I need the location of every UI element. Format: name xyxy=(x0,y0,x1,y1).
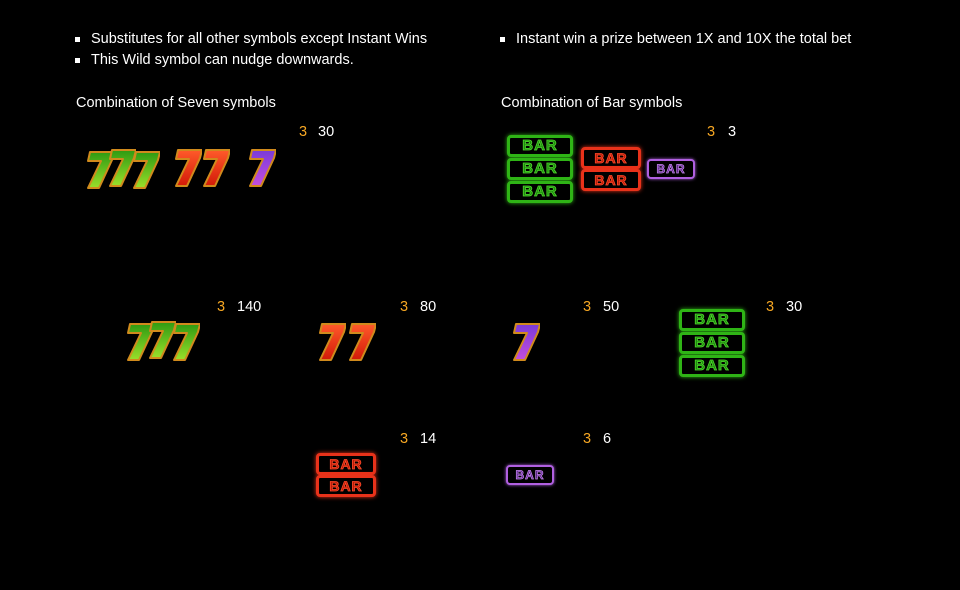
bar-green-icon: BAR xyxy=(679,309,745,331)
bar-red-icon: BAR xyxy=(581,169,641,191)
payout: 50 xyxy=(603,299,620,315)
bars-heading: Combination of Bar symbols xyxy=(501,95,683,111)
bar-red-icon: BAR xyxy=(316,453,376,475)
payout: 140 xyxy=(237,299,262,315)
seven-red-icon xyxy=(198,148,230,188)
payout: 30 xyxy=(786,299,803,315)
count: 3 xyxy=(299,124,308,140)
seven-red-icon xyxy=(314,322,346,362)
count: 3 xyxy=(583,431,592,447)
seven-green-icon xyxy=(168,322,200,362)
bar-purple-icon: BAR xyxy=(506,465,554,485)
count: 3 xyxy=(766,299,775,315)
bar-red-icon: BAR xyxy=(581,147,641,169)
payout: 6 xyxy=(603,431,612,447)
bar-green-icon: BAR xyxy=(507,135,573,157)
count: 3 xyxy=(400,431,409,447)
seven-green-icon xyxy=(128,150,160,190)
count: 3 xyxy=(583,299,592,315)
rule-item: This Wild symbol can nudge downwards. xyxy=(75,50,427,71)
payout: 30 xyxy=(318,124,335,140)
seven-purple-icon xyxy=(508,322,540,362)
payout: 80 xyxy=(420,299,437,315)
bar-green-icon: BAR xyxy=(679,332,745,354)
seven-red-icon xyxy=(344,322,376,362)
bar-green-icon: BAR xyxy=(507,181,573,203)
seven-purple-icon xyxy=(244,148,276,188)
instant-rules-list: Instant win a prize between 1X and 10X t… xyxy=(500,29,851,50)
bar-green-icon: BAR xyxy=(679,355,745,377)
payout: 14 xyxy=(420,431,437,447)
payout: 3 xyxy=(728,124,737,140)
count: 3 xyxy=(217,299,226,315)
bar-purple-icon: BAR xyxy=(647,159,695,179)
bar-red-icon: BAR xyxy=(316,475,376,497)
count: 3 xyxy=(707,124,716,140)
rule-item: Instant win a prize between 1X and 10X t… xyxy=(500,29,851,50)
count: 3 xyxy=(400,299,409,315)
bar-green-icon: BAR xyxy=(507,158,573,180)
wild-rules-list: Substitutes for all other symbols except… xyxy=(75,29,427,71)
sevens-heading: Combination of Seven symbols xyxy=(76,95,276,111)
rule-item: Substitutes for all other symbols except… xyxy=(75,29,427,50)
